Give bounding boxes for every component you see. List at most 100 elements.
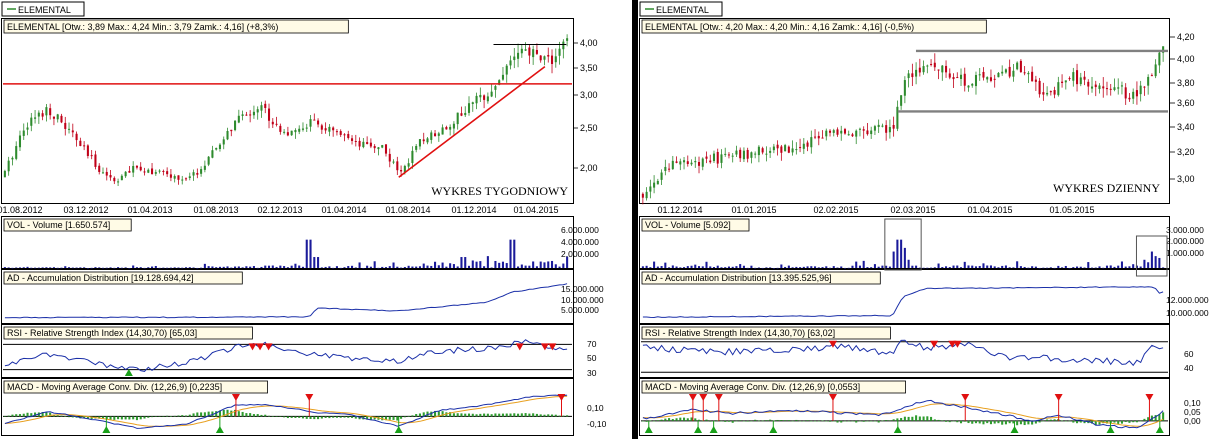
macd-histogram-bar — [780, 420, 783, 421]
volume-bar — [956, 265, 959, 268]
macd-histogram-bar — [301, 416, 305, 419]
macd-histogram-bar — [1162, 412, 1165, 421]
volume-bar — [83, 267, 86, 268]
candle-body — [67, 128, 71, 130]
volume-bar — [1117, 265, 1120, 268]
candle-body — [520, 48, 523, 54]
macd-histogram-bar — [918, 416, 921, 421]
macd-histogram-bar — [509, 413, 512, 417]
candle-body — [317, 120, 320, 125]
candle-body — [377, 147, 380, 150]
macd-histogram-bar — [675, 418, 678, 421]
volume-bar — [986, 265, 989, 268]
volume-bar — [381, 266, 384, 268]
volume-bar — [668, 267, 671, 268]
macd-histogram-bar — [237, 411, 240, 417]
volume-bar — [260, 266, 263, 268]
candle-body — [843, 129, 847, 134]
macd-histogram-bar — [335, 416, 338, 418]
candle-body — [896, 106, 899, 129]
candle-body — [434, 133, 437, 137]
volume-bar — [41, 267, 44, 268]
candle-body — [218, 144, 222, 149]
volume-bar — [806, 266, 809, 268]
volume-bar — [907, 259, 910, 268]
candle-body — [501, 74, 505, 80]
candle-body — [727, 154, 730, 156]
macd-histogram-bar — [971, 420, 974, 424]
volume-bar — [162, 267, 165, 269]
candle-body — [26, 127, 29, 130]
macd-buy-marker — [1106, 426, 1115, 433]
candle-body — [986, 77, 989, 80]
price-axis-label: 4,00 — [1177, 54, 1195, 64]
macd-histogram-bar — [113, 416, 116, 420]
volume-axis-label: 3.000.000 — [1166, 225, 1204, 235]
volume-bar — [56, 267, 59, 269]
macd-histogram-bar — [524, 413, 527, 417]
volume-bar — [279, 265, 282, 268]
candle-body — [320, 125, 323, 130]
candle-body — [683, 160, 686, 163]
volume-bar — [513, 239, 516, 268]
volume-bar — [851, 265, 854, 268]
volume-bar — [1076, 266, 1079, 268]
volume-bar — [645, 265, 648, 268]
candle-body — [264, 103, 267, 108]
candle-body — [1053, 90, 1056, 95]
volume-bar — [671, 265, 674, 268]
volume-bar — [154, 266, 157, 268]
macd-signal-line — [4, 395, 568, 427]
macd-header: MACD - Moving Average Conv. Div. (12,26,… — [7, 382, 222, 392]
volume-bar — [317, 257, 320, 268]
price-axis-label: 3,00 — [580, 90, 598, 100]
candle-body — [1109, 88, 1112, 90]
macd-histogram-bar — [520, 413, 523, 417]
macd-histogram-bar — [1105, 420, 1109, 424]
volume-bar — [11, 267, 14, 269]
candle-body — [301, 128, 305, 130]
macd-histogram-bar — [234, 409, 237, 417]
macd-histogram-bar — [22, 413, 25, 417]
volume-bar — [709, 266, 712, 268]
candle-body — [1150, 75, 1153, 77]
macd-histogram-bar — [1154, 415, 1157, 421]
candle-body — [671, 160, 674, 170]
macd-histogram-bar — [162, 416, 165, 417]
x-axis-label: 01.04.2015 — [967, 205, 1012, 215]
macd-histogram-bar — [810, 420, 813, 422]
ad-header-box — [3, 271, 243, 285]
candle-body — [400, 170, 403, 172]
candle-body — [1061, 81, 1064, 84]
volume-bar — [449, 263, 452, 268]
volume-bar — [328, 266, 331, 268]
macd-histogram-bar — [45, 412, 48, 417]
volume-bar — [45, 267, 48, 268]
chart-tab[interactable] — [639, 1, 723, 17]
volume-bar — [452, 264, 455, 268]
volume-bar — [301, 266, 305, 268]
volume-bar — [437, 265, 440, 268]
volume-bar — [486, 256, 489, 268]
volume-bar — [3, 267, 6, 268]
volume-bar — [441, 262, 444, 268]
candle-body — [60, 115, 63, 123]
candle-body — [941, 65, 944, 73]
chart-tab[interactable] — [1, 1, 85, 17]
macd-histogram-bar — [388, 416, 391, 420]
volume-bar — [982, 263, 985, 268]
candle-body — [343, 134, 346, 136]
macd-histogram-bar — [735, 420, 738, 422]
candle-body — [283, 131, 286, 133]
candle-body — [105, 171, 108, 176]
candle-body — [547, 54, 550, 57]
macd-histogram-bar — [203, 412, 206, 417]
volume-bar — [1049, 267, 1052, 268]
macd-axis-label: -0,10 — [587, 419, 607, 429]
volume-bar — [802, 266, 805, 268]
candle-body — [993, 78, 996, 80]
candle-body — [286, 132, 289, 136]
candle-body — [1128, 97, 1131, 100]
volume-bar — [207, 266, 210, 268]
macd-histogram-bar — [892, 419, 895, 421]
